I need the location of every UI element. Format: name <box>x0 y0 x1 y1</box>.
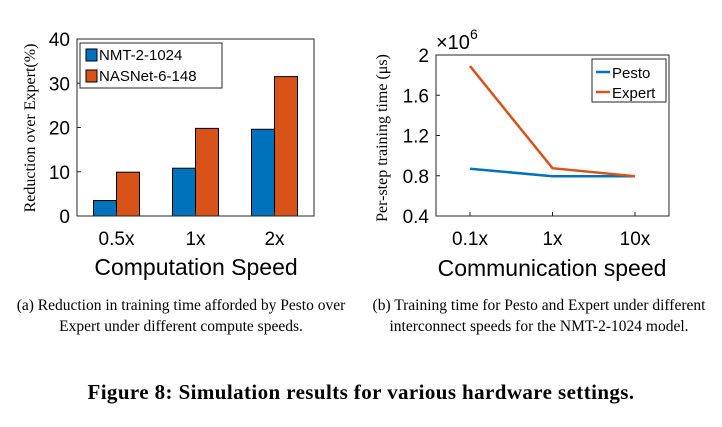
caption-a: (a) Reduction in training time afforded … <box>16 297 346 335</box>
caption-b: (b) Training time for Pesto and Expert u… <box>372 297 706 335</box>
legend-a: NMT-2-1024 NASNet-6-148 <box>79 42 223 89</box>
y-tick-label: 10 <box>49 163 70 184</box>
x-tick-label: 10x <box>620 229 651 250</box>
x-tick-label: 2x <box>264 229 285 250</box>
y-tick-label: 40 <box>49 30 70 51</box>
bar-group <box>93 76 298 217</box>
legend-swatch-nasnet <box>85 69 98 83</box>
x-tick-label: 0.1x <box>452 229 488 250</box>
x-axis-label-b: Communication speed <box>438 255 667 281</box>
exponent-power: 6 <box>470 26 478 42</box>
y-tick-label: 2 <box>418 46 429 67</box>
legend-swatch-nmt <box>85 48 98 62</box>
x-tick-label: 0.5x <box>99 229 135 250</box>
legend-label-nmt: NMT-2-1024 <box>99 47 182 64</box>
series-line-expert <box>469 65 636 178</box>
exponent-label: ×106 <box>436 26 478 54</box>
x-tick-label: 1x <box>542 229 563 250</box>
legend-box-a <box>79 42 223 89</box>
y-tick-label: 30 <box>49 74 70 95</box>
y-tick-label: 0 <box>59 207 70 228</box>
y-axis-label-a: Reduction over Expert(%) <box>22 44 39 213</box>
legend-b: Pesto Expert <box>591 58 667 103</box>
axis-ticks-a: 0.5x 1x 2x 0 10 20 30 40 <box>49 30 285 250</box>
line-group <box>469 65 636 178</box>
y-tick-label: 1.2 <box>403 127 429 148</box>
exponent-base: ×10 <box>436 32 470 54</box>
legend-label-pesto: Pesto <box>612 65 650 82</box>
y-tick-label: 20 <box>49 119 70 140</box>
x-axis-label-a: Computation Speed <box>94 254 297 280</box>
figure-caption: Figure 8: Simulation results for various… <box>87 380 635 404</box>
y-tick-label: 0.4 <box>403 207 430 228</box>
y-axis-label-b: Per-step training time (μs) <box>374 54 391 222</box>
x-tick-label: 1x <box>185 229 206 250</box>
y-tick-label: 0.8 <box>403 167 429 188</box>
series-line-pesto <box>469 167 635 178</box>
axis-ticks-b: 0.1x 1x 10x 0.4 0.8 1.2 1.6 2 <box>403 46 651 250</box>
legend-box-b <box>591 58 667 103</box>
legend-label-expert: Expert <box>612 85 656 102</box>
legend-label-nasnet: NASNet-6-148 <box>99 68 197 85</box>
y-tick-label: 1.6 <box>403 86 429 107</box>
